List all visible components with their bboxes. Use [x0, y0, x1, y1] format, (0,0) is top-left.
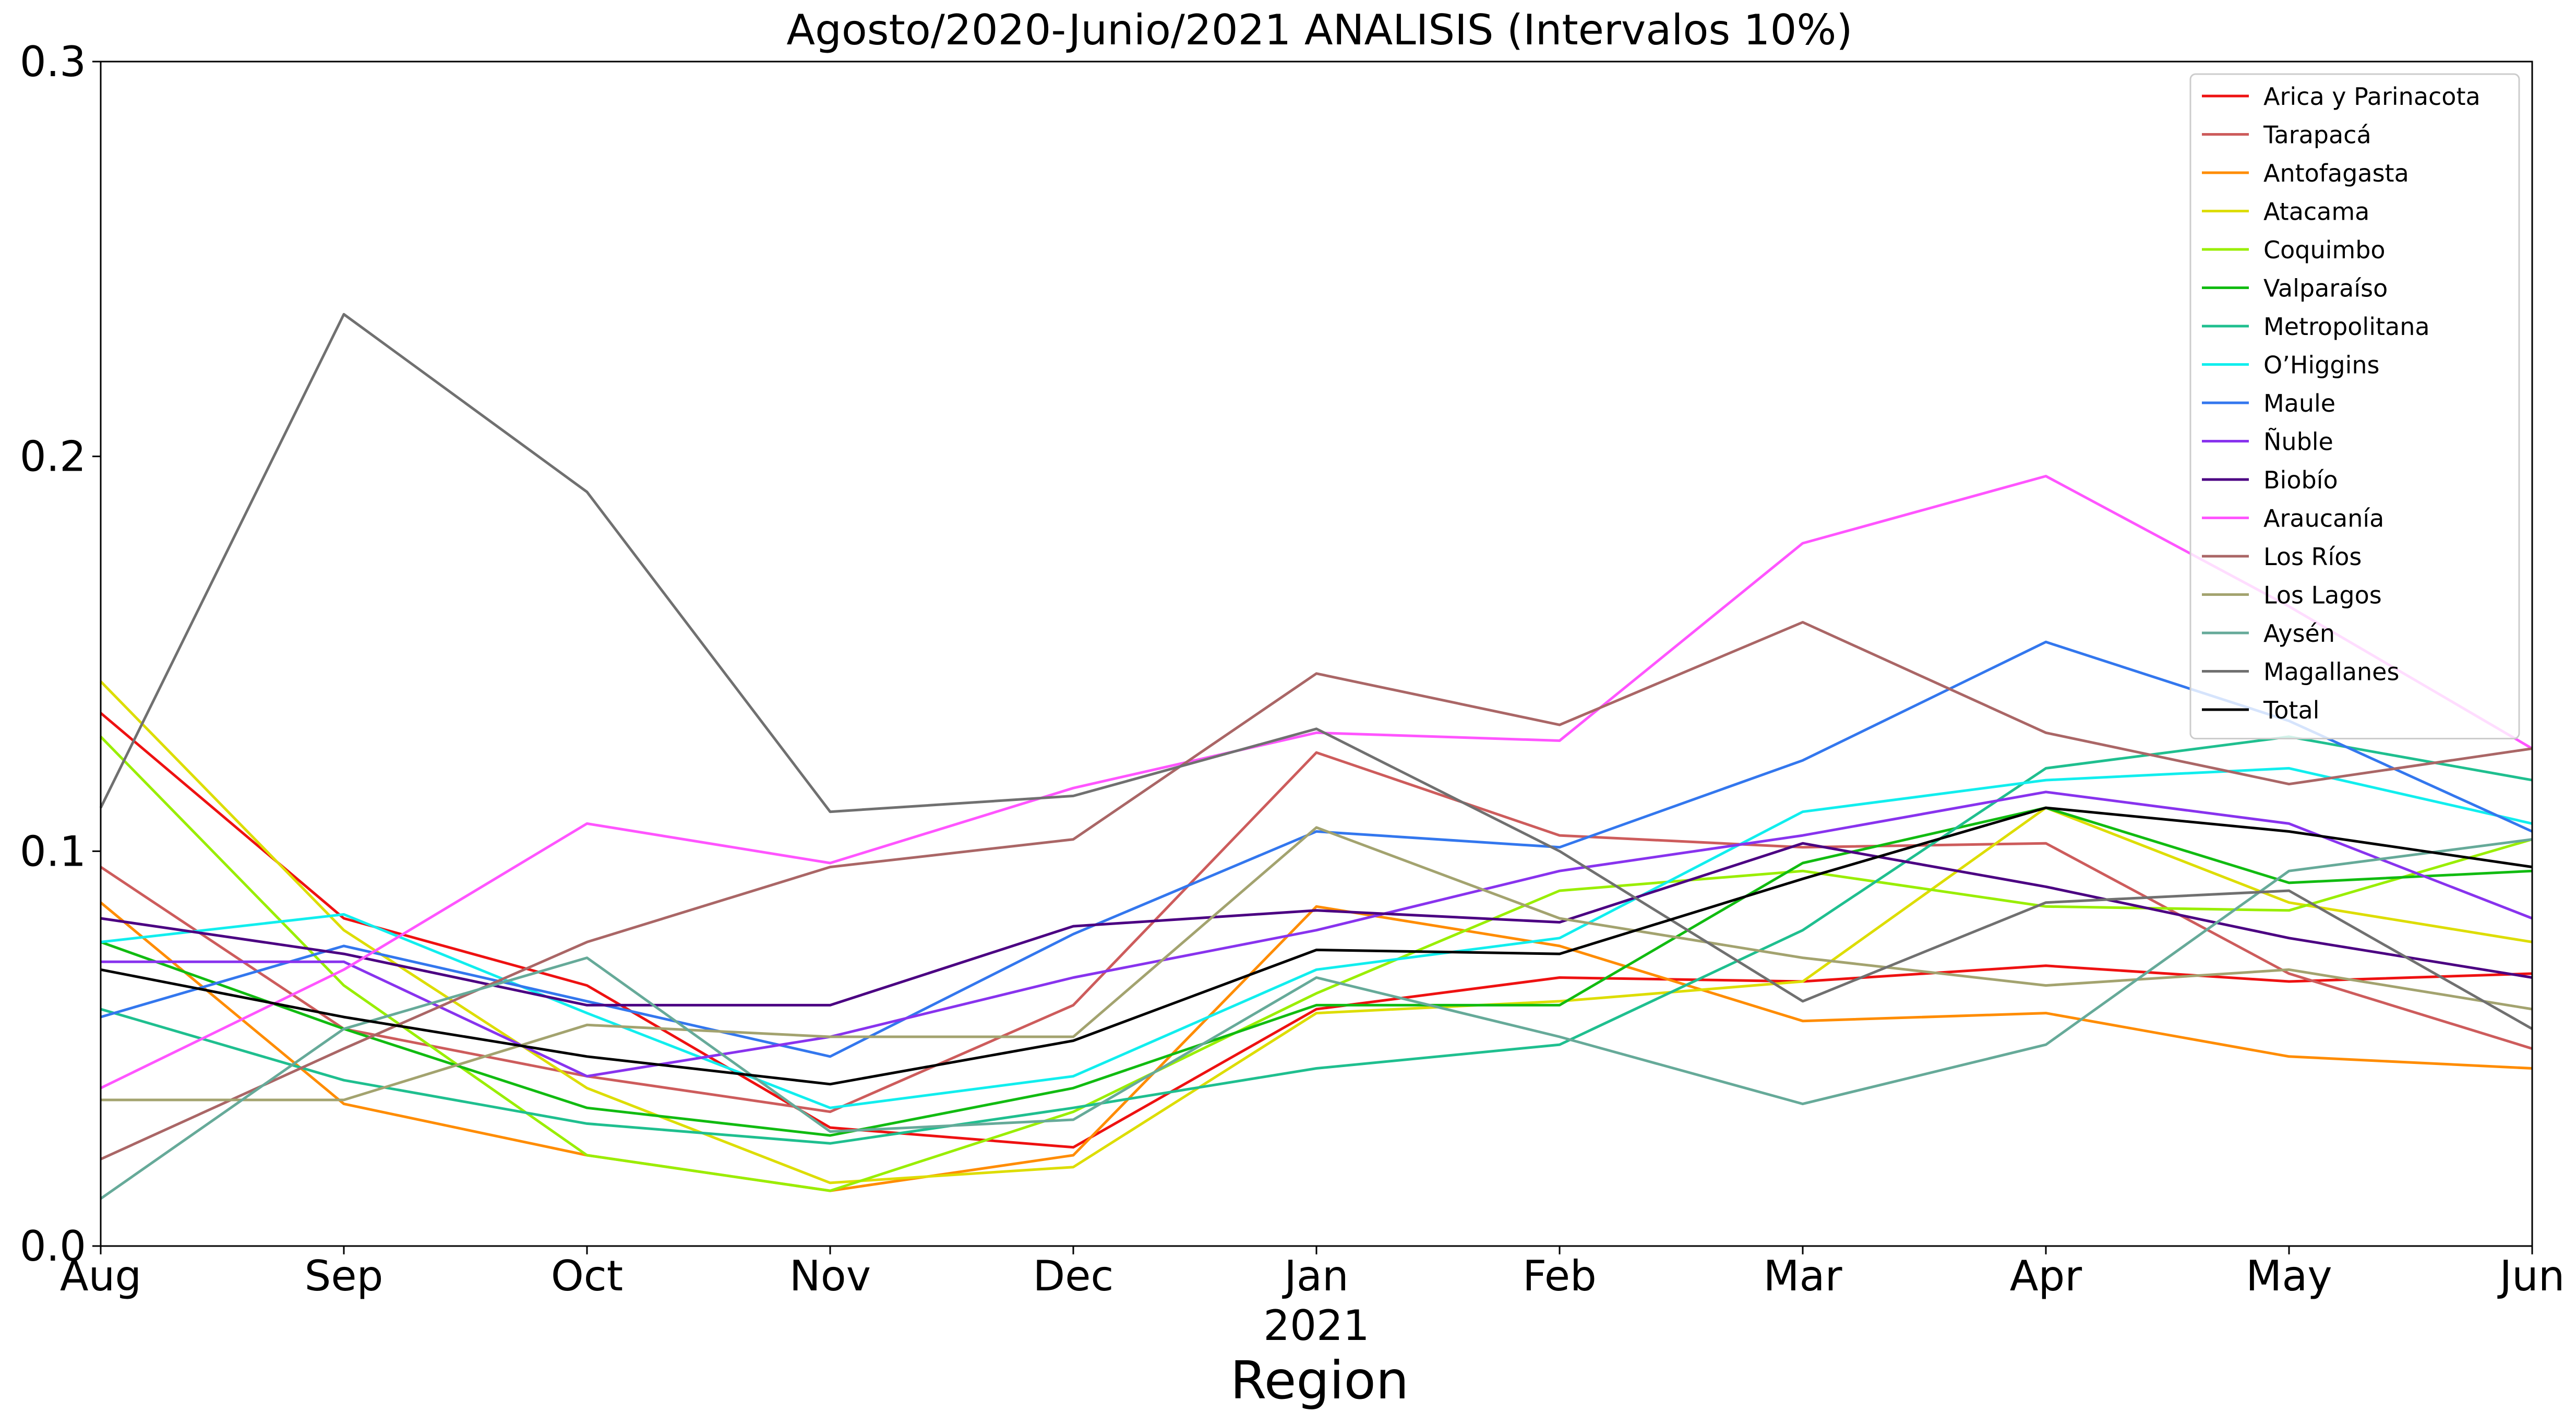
x-tick-label: Mar — [1764, 1252, 1842, 1300]
x-tick-label: Sep — [305, 1252, 384, 1300]
x-tick-label: Jun — [2497, 1252, 2565, 1300]
legend-label: Los Lagos — [2263, 581, 2382, 609]
legend-label: Maule — [2263, 389, 2335, 417]
legend-label: Magallanes — [2263, 658, 2399, 686]
x-tick-label: Oct — [551, 1252, 623, 1300]
series-line-15 — [99, 313, 2533, 1030]
legend-label: Arica y Parinacota — [2263, 82, 2481, 111]
x-year-label: 2021 — [1263, 1301, 1370, 1350]
x-tick-label: Feb — [1523, 1252, 1597, 1300]
y-tick-label: 0.3 — [20, 38, 86, 86]
legend: Arica y Parinacota Tarapacá Antofagasta Ata… — [2189, 73, 2520, 739]
legend-label: O’Higgins — [2263, 351, 2380, 379]
series-layer — [99, 313, 2533, 1200]
series-line-5 — [100, 806, 2533, 1137]
x-axis-label: Region — [1230, 1350, 1409, 1411]
legend-label: Aysén — [2263, 619, 2335, 648]
series-line-14 — [100, 838, 2533, 1200]
x-tick-label: Nov — [789, 1252, 871, 1300]
series-line-9 — [101, 791, 2533, 1078]
series-line-13 — [101, 826, 2533, 1101]
legend-label: Biobío — [2263, 466, 2338, 494]
legend-label: Araucanía — [2263, 505, 2384, 533]
series-line-16 — [100, 806, 2533, 1086]
series-line-0 — [100, 712, 2533, 1149]
series-line-2 — [100, 901, 2533, 1192]
x-tick-label: Dec — [1033, 1252, 1114, 1300]
x-tick-label: Aug — [60, 1252, 141, 1300]
series-line-1 — [100, 751, 2533, 1113]
series-line-4 — [100, 736, 2533, 1192]
legend-label: Los Ríos — [2263, 543, 2362, 571]
legend-box — [2189, 73, 2520, 739]
legend-label: Total — [2263, 696, 2319, 724]
chart-title: Agosto/2020-Junio/2021 ANALISIS (Interva… — [786, 6, 1852, 54]
x-tick-label: May — [2246, 1252, 2332, 1300]
series-line-10 — [100, 842, 2533, 1007]
series-line-11 — [100, 475, 2533, 1089]
x-tick-label: Jan — [1281, 1252, 1348, 1300]
legend-label: Ñuble — [2263, 428, 2333, 456]
legend-label: Atacama — [2263, 198, 2369, 226]
y-tick-label: 0.1 — [20, 827, 86, 876]
legend-label: Tarapacá — [2263, 121, 2371, 149]
series-line-6 — [100, 735, 2533, 1145]
y-tick-label: 0.2 — [20, 433, 86, 481]
legend-label: Valparaíso — [2263, 274, 2388, 303]
series-line-3 — [100, 680, 2533, 1184]
x-tick-label: Apr — [2010, 1252, 2082, 1300]
legend-label: Metropolitana — [2263, 313, 2430, 341]
series-line-12 — [100, 621, 2533, 1160]
y-tick-label: 0.0 — [20, 1222, 86, 1271]
legend-label: Antofagasta — [2263, 159, 2409, 187]
legend-label: Coquimbo — [2263, 236, 2386, 264]
